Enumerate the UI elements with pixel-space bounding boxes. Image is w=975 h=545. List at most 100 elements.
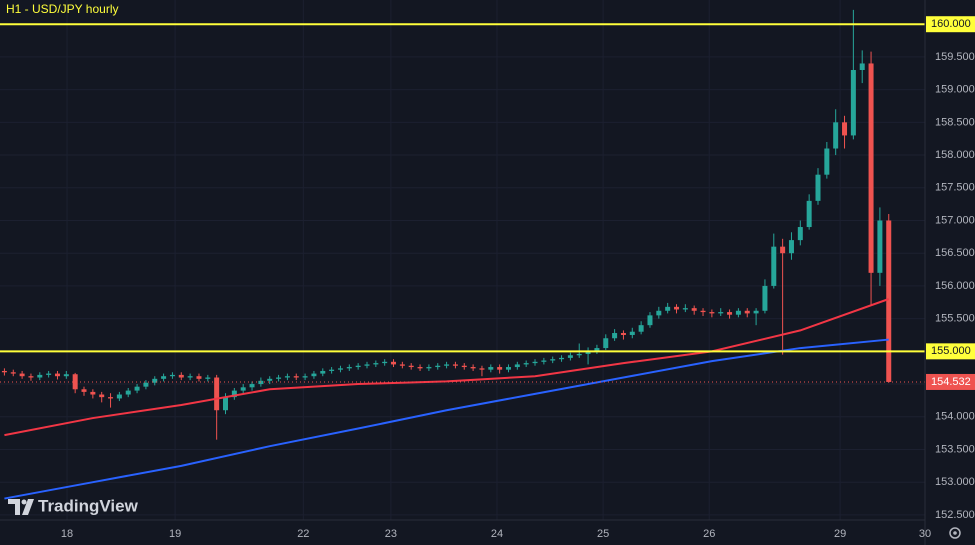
candle-body [108, 397, 114, 399]
candle-body [629, 331, 635, 335]
x-tick-label: 26 [703, 528, 715, 540]
y-tick-label: 159.500 [935, 51, 975, 63]
candle-body [373, 363, 379, 365]
x-tick-label: 29 [834, 528, 846, 540]
y-tick-label: 153.000 [935, 476, 975, 488]
level-label: 155.000 [931, 345, 971, 357]
candle-body [674, 306, 680, 310]
candle-body [505, 367, 511, 370]
candle-body [788, 240, 794, 254]
settings-icon[interactable] [949, 527, 961, 539]
chart-title: H1 - USD/JPY hourly [6, 2, 118, 16]
candle-body [559, 357, 565, 360]
candle-body [620, 333, 626, 335]
candle-body [594, 348, 600, 352]
candle-body [435, 365, 441, 368]
candle-body [28, 376, 34, 378]
candle-body [337, 368, 343, 370]
candle-body [541, 360, 547, 362]
candle-body [479, 368, 485, 370]
candle-body [19, 373, 25, 377]
x-tick-label: 30 [919, 528, 931, 540]
level-label-box [926, 343, 975, 360]
last-price-label: 154.532 [931, 376, 971, 388]
candle-body [452, 364, 458, 366]
candle-body [585, 351, 591, 354]
candle-body [284, 376, 290, 378]
settings-dot[interactable] [953, 531, 957, 535]
candle-body [753, 310, 759, 314]
candle-body [346, 367, 352, 369]
candle-body [718, 312, 724, 314]
candle-body [877, 220, 883, 273]
candle-body [771, 246, 777, 286]
candle-body [850, 70, 856, 136]
candle-body [214, 377, 220, 411]
candle-body [240, 387, 246, 391]
candle-body [417, 367, 423, 369]
candle-body [329, 369, 335, 371]
candle-body [116, 394, 122, 399]
candle-body [408, 365, 414, 368]
candle-body [169, 374, 175, 377]
candle-body [276, 377, 282, 379]
candle-body [744, 310, 750, 314]
candle-body [90, 391, 96, 395]
candle-body [550, 359, 556, 361]
y-tick-label: 156.000 [935, 280, 975, 292]
candle-body [576, 353, 582, 356]
plot [0, 9, 925, 500]
candle-body [320, 370, 326, 374]
y-tick-label: 152.500 [935, 509, 975, 521]
y-tick-label: 155.500 [935, 313, 975, 325]
y-tick-label: 157.000 [935, 214, 975, 226]
candle-body [780, 246, 786, 254]
candle-body [382, 361, 388, 364]
candle-body [647, 315, 653, 326]
brand-logo: TradingView [8, 496, 139, 515]
y-tick-label: 158.000 [935, 149, 975, 161]
candle-body [532, 361, 538, 364]
candle-body [37, 374, 43, 378]
candle-body [426, 367, 432, 369]
candle-body [99, 394, 105, 398]
x-tick-label: 18 [61, 528, 73, 540]
candle-body [868, 63, 874, 273]
candle-body [806, 200, 812, 228]
x-tick-label: 19 [169, 528, 181, 540]
last-price-box [926, 373, 975, 390]
candle-body [523, 363, 529, 365]
candle-body [81, 389, 87, 392]
candle-body [797, 227, 803, 241]
candle-body [10, 372, 16, 374]
candle-body [735, 310, 741, 315]
candle-body [364, 364, 370, 366]
candle-body [488, 367, 494, 370]
y-tick-label: 157.500 [935, 182, 975, 194]
candle-body [727, 312, 733, 315]
candle-body [134, 386, 140, 391]
candle-body [267, 378, 273, 381]
settings-ring[interactable] [949, 527, 961, 539]
x-tick-label: 24 [491, 528, 503, 540]
brand-name: TradingView [38, 496, 139, 515]
candle-body [54, 373, 60, 377]
candle-body [205, 377, 211, 379]
candle-body [196, 376, 202, 379]
y-tick-label: 153.500 [935, 443, 975, 455]
candle-body [691, 308, 697, 311]
x-tick-label: 22 [297, 528, 309, 540]
moving-average-line [4, 298, 890, 437]
candle-body [815, 174, 821, 201]
candle-body [612, 333, 618, 339]
x-tick-label: 23 [385, 528, 397, 540]
logo-icon [8, 499, 34, 515]
candle-body [886, 220, 892, 382]
candle-body [399, 364, 405, 366]
logo-dot [21, 499, 27, 505]
candle-body [302, 376, 308, 378]
candle-body [1, 370, 7, 373]
candle-body [46, 373, 52, 375]
